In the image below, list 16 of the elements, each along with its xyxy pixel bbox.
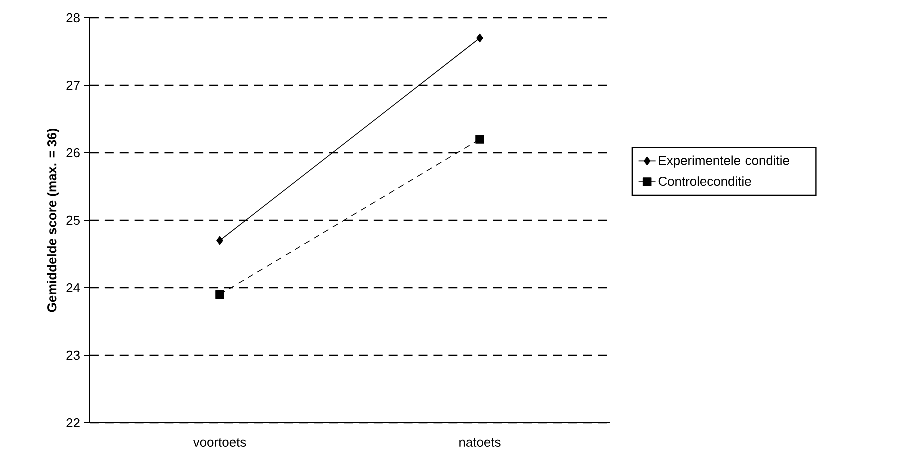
y-axis-title: Gemiddelde score (max. = 36) — [47, 128, 60, 312]
legend-label: Controleconditie — [658, 176, 752, 186]
point — [216, 236, 224, 246]
y-tick-label: 28 — [66, 13, 80, 23]
y-tick-label: 25 — [66, 216, 80, 226]
y-tick-label: 26 — [66, 148, 80, 158]
legend-label: Experimentele conditie — [659, 156, 790, 168]
x-tick-label: voortoets — [193, 438, 246, 447]
y-tick-label: 27 — [66, 80, 80, 90]
y-tick-label: 22 — [66, 418, 80, 428]
y-tick-label: 24 — [66, 283, 80, 293]
y-tick-label: 23 — [66, 350, 80, 360]
point — [216, 290, 224, 300]
x-tick-label: natoets — [460, 438, 501, 447]
point — [476, 34, 484, 43]
point — [476, 135, 484, 144]
